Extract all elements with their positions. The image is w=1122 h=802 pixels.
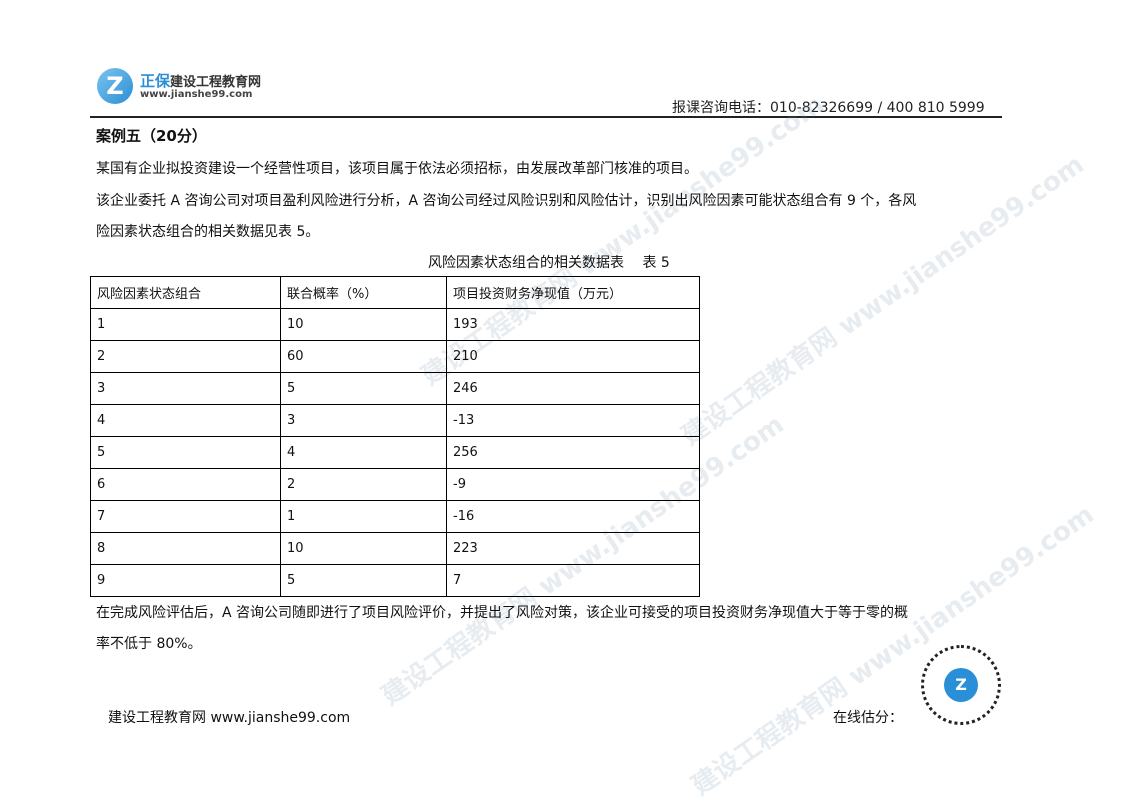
- table-cell: 1: [280, 500, 447, 533]
- brand-cn: 正保: [140, 72, 171, 90]
- risk-table: 风险因素状态组合 联合概率（%） 项目投资财务净现值（万元） 1 10 193 2 60…: [90, 276, 700, 597]
- header-divider: [90, 116, 1002, 118]
- table-row: 1 10 193: [90, 308, 700, 341]
- table-row: 5 4 256: [90, 436, 700, 469]
- header-cell: 风险因素状态组合: [90, 276, 281, 309]
- table-cell: 8: [90, 532, 281, 565]
- table-cell: 246: [446, 372, 700, 405]
- table-caption: 风险因素状态组合的相关数据表 表 5: [428, 255, 670, 271]
- header-url: www.jianshe99.com: [140, 89, 253, 100]
- table-cell: 10: [280, 308, 447, 341]
- paragraph: 在完成风险评估后，A 咨询公司随即进行了项目风险评价，并提出了风险对策，该企业可…: [96, 605, 909, 621]
- table-cell: 4: [90, 404, 281, 437]
- table-row: 6 2 -9: [90, 468, 700, 501]
- header-cell: 项目投资财务净现值（万元）: [446, 276, 700, 309]
- table-row: 3 5 246: [90, 372, 700, 405]
- table-header-row: 风险因素状态组合 联合概率（%） 项目投资财务净现值（万元）: [90, 276, 700, 309]
- table-cell: 3: [90, 372, 281, 405]
- table-cell: -16: [446, 500, 700, 533]
- paragraph: 该企业委托 A 咨询公司对项目盈利风险进行分析，A 咨询公司经过风险识别和风险估…: [96, 193, 917, 209]
- table-cell: -9: [446, 468, 700, 501]
- table-row: 4 3 -13: [90, 404, 700, 437]
- watermark: 建设工程教育网 www.jianshe99.com: [686, 499, 1100, 802]
- table-cell: 6: [90, 468, 281, 501]
- paragraph: 率不低于 80%。: [96, 636, 202, 652]
- table-cell: 223: [446, 532, 700, 565]
- brand-text: 建设工程教育网: [170, 75, 262, 90]
- table-cell: 2: [280, 468, 447, 501]
- table-cell: 5: [90, 436, 281, 469]
- paragraph: 险因素状态组合的相关数据见表 5。: [96, 224, 320, 240]
- table-row: 2 60 210: [90, 340, 700, 373]
- table-cell: 256: [446, 436, 700, 469]
- table-cell: 2: [90, 340, 281, 373]
- paragraph: 某国有企业拟投资建设一个经营性项目，该项目属于依法必须招标，由发展改革部门核准的…: [96, 161, 698, 177]
- table-row: 8 10 223: [90, 532, 700, 565]
- table-cell: 60: [280, 340, 447, 373]
- table-cell: 5: [280, 564, 447, 597]
- table-cell: 210: [446, 340, 700, 373]
- table-cell: 7: [90, 500, 281, 533]
- footer-text: 建设工程教育网 www.jianshe99.com: [108, 710, 351, 726]
- table-cell: -13: [446, 404, 700, 437]
- table-cell: 10: [280, 532, 447, 565]
- brand-name: 正保建设工程教育网: [140, 70, 261, 91]
- logo-icon: Z: [97, 68, 133, 104]
- table-cell: 7: [446, 564, 700, 597]
- table-cell: 1: [90, 308, 281, 341]
- header-cell: 联合概率（%）: [280, 276, 447, 309]
- case-title: 案例五（20分）: [96, 127, 207, 145]
- qr-code-icon[interactable]: Z: [921, 645, 1001, 725]
- table-cell: 3: [280, 404, 447, 437]
- qr-logo-icon: Z: [944, 668, 978, 702]
- table-row: 7 1 -16: [90, 500, 700, 533]
- table-cell: 193: [446, 308, 700, 341]
- phone-info: 报课咨询电话：010-82326699 / 400 810 5999: [672, 100, 985, 116]
- table-cell: 5: [280, 372, 447, 405]
- score-label: 在线估分：: [833, 710, 903, 726]
- table-cell: 4: [280, 436, 447, 469]
- table-cell: 9: [90, 564, 281, 597]
